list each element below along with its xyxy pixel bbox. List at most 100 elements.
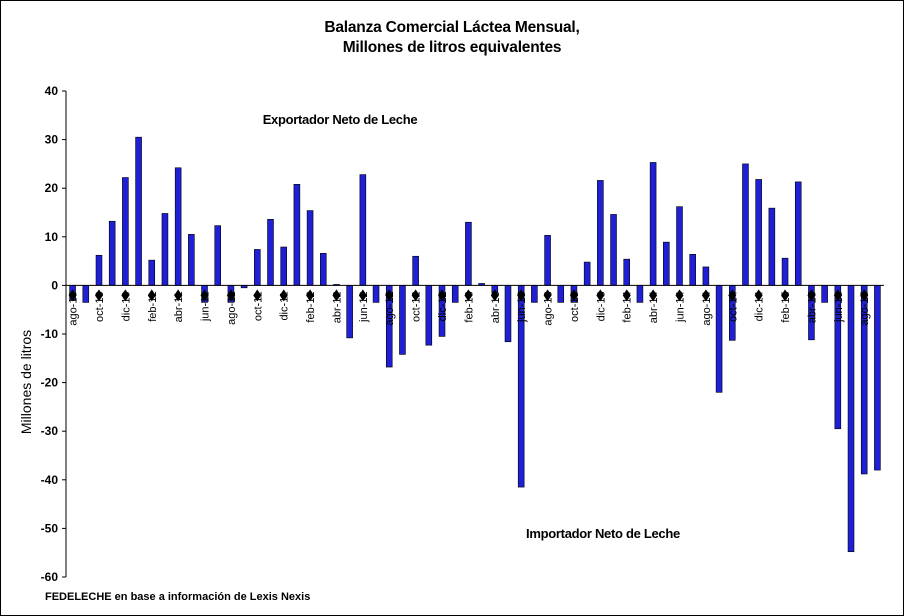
x-tick-mark [596,289,605,302]
x-tick-label: oct-12 [411,291,423,322]
x-tick-mark [860,289,869,302]
bar [425,285,433,346]
chart-title-line-1: Balanza Comercial Láctea Mensual, [324,19,580,36]
y-tick-label: -30 [41,424,59,438]
x-tick-label: dic-12 [437,291,449,321]
bar [715,285,723,393]
y-tick-label: 10 [45,230,59,244]
y-tick-label: -50 [41,521,59,535]
bar [293,184,301,286]
bar [346,285,353,339]
x-tick-label: abr-14 [648,291,660,323]
x-tick-mark [121,289,130,302]
y-axis-title: Millones de litros [18,330,34,434]
bar [676,206,683,286]
x-tick-label: oct-10 [94,291,106,322]
bar [794,181,802,286]
bar [372,285,380,303]
bar [465,221,472,286]
x-tick-label: feb-15 [780,291,792,322]
x-tick-mark [781,289,790,302]
bar [108,220,116,286]
bar [610,214,617,286]
x-tick-mark [517,289,526,302]
x-tick-mark [569,289,578,302]
bar [148,259,156,286]
x-tick-label: jun-15 [833,291,845,323]
x-tick-label: oct-13 [569,291,581,322]
source-note: FEDELECHE en base a información de Lexis… [45,591,310,603]
x-tick-label: jun-11 [200,291,212,322]
x-tick-mark [464,289,473,302]
annotation-exporter: Exportador Neto de Leche [263,112,418,127]
x-tick-label: abr-15 [806,291,818,323]
y-tick-label: -60 [41,570,59,584]
x-tick-mark [279,289,288,302]
bar [135,136,142,286]
bar [214,225,221,286]
bar [874,285,881,471]
bar [267,219,274,286]
y-tick-label: 0 [51,278,58,292]
bar [174,167,182,286]
y-tick-label: -20 [41,376,59,390]
y-tick-label: -40 [41,473,59,487]
x-tick-mark [490,289,499,302]
bar [188,234,195,286]
x-axis: ago-10 oct-10 dic-10 feb-11 abr-11 jun-11 ago-… [66,284,884,326]
bar [847,285,855,553]
bar [821,285,828,303]
x-tick-mark [543,289,552,302]
bar [531,285,538,303]
x-tick-mark [701,289,710,302]
bars [69,136,881,553]
x-tick-mark [174,289,183,302]
x-tick-mark [358,289,367,302]
x-tick-label: abr-12 [331,291,343,323]
bar [412,255,419,286]
x-tick-mark [438,289,447,302]
x-tick-label: jun-14 [675,291,687,323]
annotation-importer: Importador Neto de Leche [526,526,680,541]
x-tick-label: dic-13 [595,291,607,321]
x-tick-label: feb-13 [463,291,475,322]
x-tick-mark [385,289,394,302]
x-tick-label: jun-12 [358,291,370,323]
x-tick-mark [68,289,77,302]
x-tick-mark [807,289,816,302]
bar [451,285,459,303]
x-tick-label: abr-13 [490,291,502,323]
x-tick-mark [754,289,763,302]
x-tick-label: ago-15 [859,291,871,325]
x-tick-mark [833,289,842,302]
x-tick-label: ago-11 [226,291,238,324]
bar [689,254,696,286]
bar [95,254,103,286]
chart-title-line-2: Millones de litros equivalentes [342,39,562,56]
bar [781,257,789,286]
x-tick-label: dic-14 [754,291,766,321]
bar [359,174,367,286]
bar [557,285,565,303]
x-tick-label: feb-12 [305,291,317,322]
x-tick-label: feb-11 [147,291,159,321]
bar [583,261,591,286]
x-tick-mark [94,289,103,302]
bar [320,253,327,286]
bar [254,249,261,286]
bar [504,285,512,343]
bar [161,213,169,286]
x-tick-label: ago-14 [701,291,713,325]
x-tick-mark [622,289,631,302]
chart-title: Balanza Comercial Láctea Mensual, Millon… [0,18,904,58]
bar [597,180,604,286]
y-tick-label: 20 [45,181,59,195]
x-tick-label: oct-14 [727,291,739,322]
x-tick-label: ago-13 [543,291,555,325]
bar [399,285,406,355]
bar [122,177,129,286]
x-tick-mark [411,289,420,302]
bar [544,235,551,286]
bar [755,179,762,286]
